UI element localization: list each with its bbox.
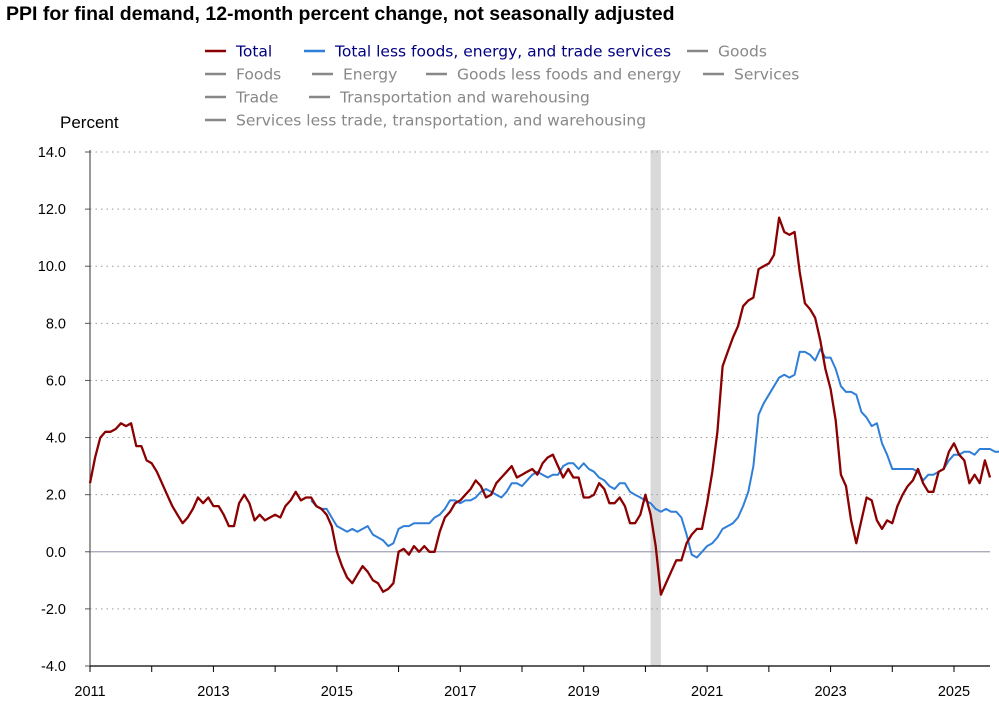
legend-label: Goods less foods and energy <box>457 66 681 84</box>
x-tick-label: 2021 <box>691 684 723 700</box>
legend-label: Services <box>734 66 799 84</box>
legend-item[interactable]: Transportation and warehousing <box>309 89 590 107</box>
series-total-line <box>88 216 992 596</box>
x-tick-label: 2011 <box>74 684 105 700</box>
legend-label: Trade <box>235 89 278 107</box>
series-lines <box>88 216 999 596</box>
y-tick-label: 8.0 <box>46 316 66 332</box>
x-tick-label: 2019 <box>568 684 600 700</box>
y-tick-label: 10.0 <box>38 259 66 275</box>
legend-label: Transportation and warehousing <box>339 89 590 107</box>
legend-item[interactable]: Services less trade, transportation, and… <box>205 112 646 130</box>
y-tick-label: 2.0 <box>46 488 66 504</box>
y-tick-label: 14.0 <box>38 145 66 161</box>
legend-item[interactable]: Trade <box>205 89 278 107</box>
legend-label: Goods <box>718 43 767 61</box>
legend-label: Energy <box>343 66 397 84</box>
legend-item[interactable]: Foods <box>205 66 281 84</box>
x-tick-label: 2017 <box>444 684 476 700</box>
legend: Total Total less foods, energy, and trade… <box>205 43 799 130</box>
legend-item[interactable]: Total less foods, energy, and trade serv… <box>304 43 671 61</box>
y-tick-label: 4.0 <box>46 431 66 447</box>
series-core-line <box>310 348 999 559</box>
y-tick-label: -2.0 <box>41 602 66 618</box>
x-tick-label: 2015 <box>321 684 353 700</box>
legend-item[interactable]: Total <box>205 43 272 61</box>
legend-item[interactable]: Energy <box>312 66 397 84</box>
y-tick-label: -4.0 <box>41 659 66 675</box>
chart-title: PPI for final demand, 12-month percent c… <box>6 3 675 25</box>
recession-band-layer <box>650 150 661 666</box>
legend-item[interactable]: Goods less foods and energy <box>426 66 681 84</box>
legend-label: Services less trade, transportation, and… <box>236 112 646 130</box>
legend-label: Total less foods, energy, and trade serv… <box>334 43 671 61</box>
legend-label: Total <box>235 43 272 61</box>
y-tick-label: 12.0 <box>38 202 66 218</box>
legend-label: Foods <box>236 66 281 84</box>
x-tick-label: 2025 <box>938 684 970 700</box>
legend-item[interactable]: Goods <box>687 43 767 61</box>
axes <box>85 150 990 672</box>
gridlines <box>90 151 990 610</box>
x-tick-label: 2013 <box>197 684 229 700</box>
y-tick-labels: 14.0 12.0 10.0 8.0 6.0 4.0 2.0 0.0 -2.0 -4.0 <box>38 145 66 675</box>
legend-item[interactable]: Services <box>703 66 799 84</box>
x-tick-label: 2023 <box>814 684 846 700</box>
x-tick-labels: 2011 2013 2015 2017 2019 2021 2023 2025 <box>74 684 970 700</box>
y-tick-label: 6.0 <box>46 373 66 389</box>
recession-band <box>650 150 661 666</box>
y-axis-label: Percent <box>60 113 119 132</box>
y-tick-label: 0.0 <box>46 545 66 561</box>
